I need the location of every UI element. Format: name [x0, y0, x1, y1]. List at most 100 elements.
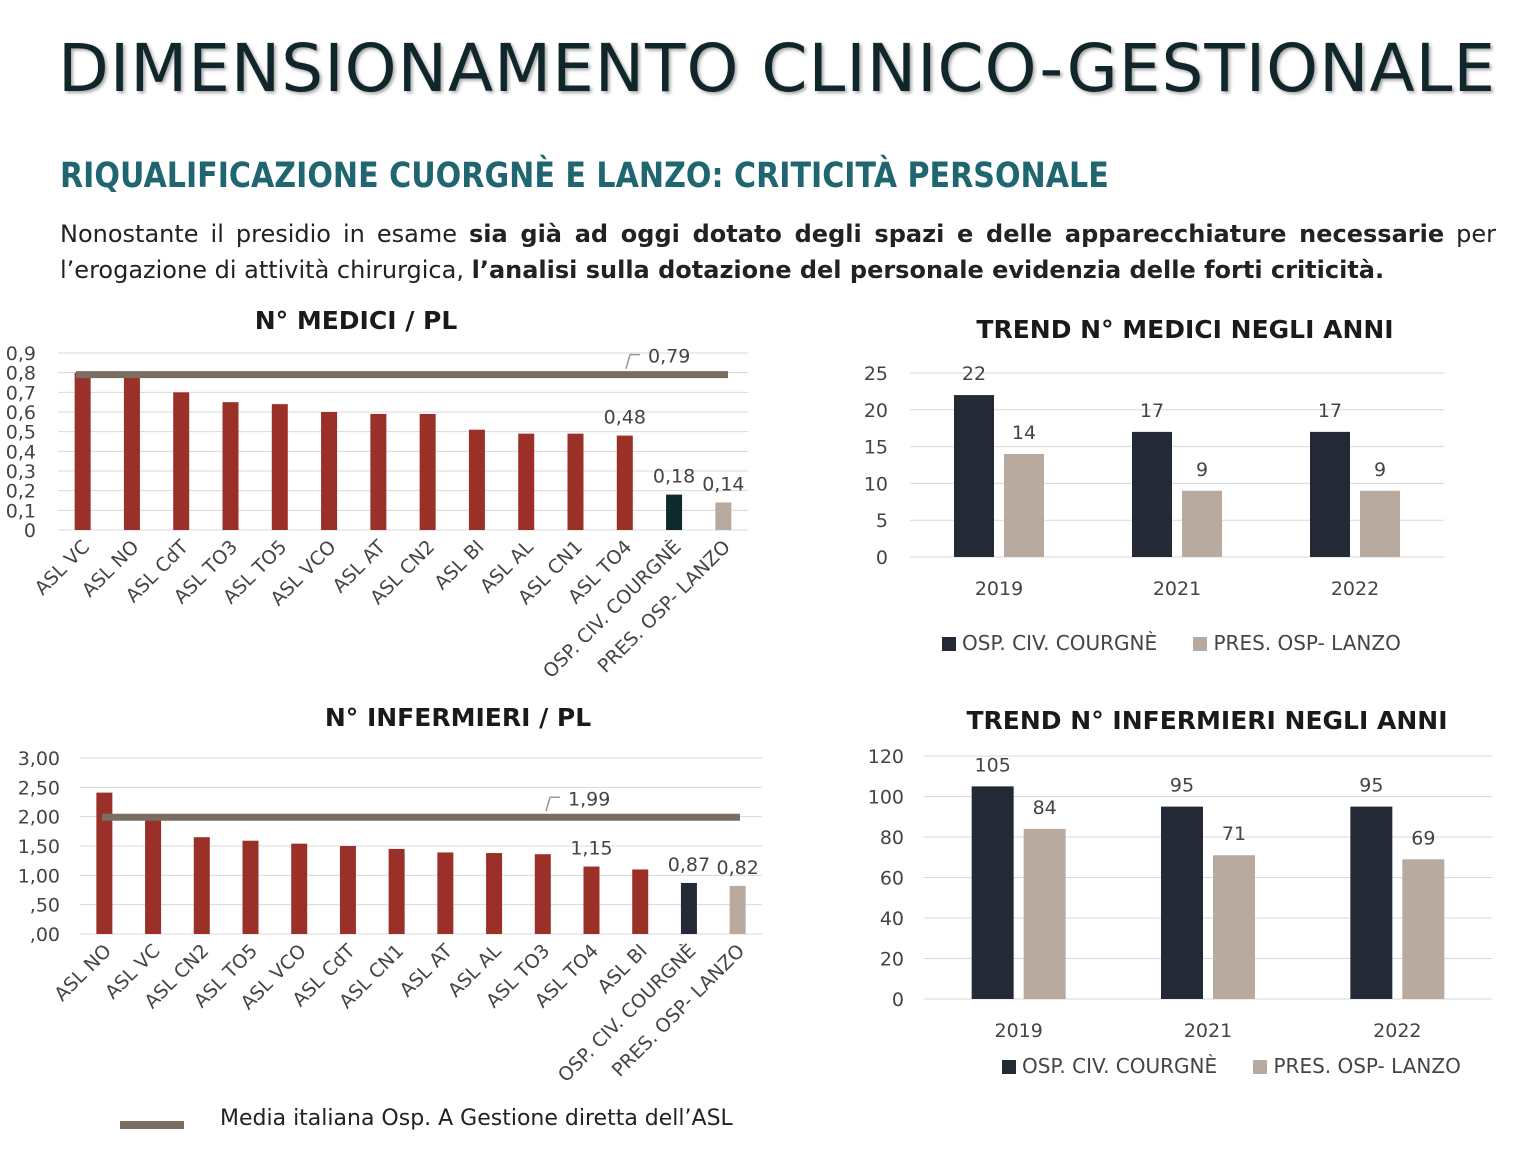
y-tick-label: 0,4 — [6, 441, 36, 463]
bar — [193, 837, 210, 934]
data-label: 17 — [1140, 400, 1164, 422]
intro-text-2: per l’erogazione di attività chirurgica, — [60, 220, 1496, 284]
bar — [370, 413, 387, 530]
y-tick-label: 20 — [864, 400, 888, 422]
legend-item-courgne: OSP. CIV. COURGNÈ — [942, 631, 1157, 655]
y-tick-label: ,00 — [30, 924, 60, 946]
y-tick-label: 3,00 — [18, 748, 60, 770]
y-tick-label: 80 — [880, 827, 904, 849]
data-label: 0,18 — [653, 466, 695, 488]
average-label-leader — [545, 796, 560, 812]
average-label-leader — [625, 353, 640, 369]
chart-title-trend-infermieri: TREND N° INFERMIERI NEGLI ANNI — [966, 706, 1448, 735]
average-legend-label: Media italiana Osp. A Gestione diretta d… — [220, 1106, 733, 1131]
bar — [1350, 806, 1393, 999]
legend-label: OSP. CIV. COURGNÈ — [962, 631, 1158, 655]
y-tick-label: 20 — [880, 949, 904, 971]
average-label: 1,99 — [568, 788, 610, 810]
bar — [632, 869, 649, 934]
y-tick-label: 0,9 — [6, 343, 36, 365]
data-label: 9 — [1196, 459, 1208, 481]
legend-item-courgne: OSP. CIV. COURGNÈ — [1002, 1054, 1217, 1078]
legend-label: PRES. OSP- LANZO — [1273, 1054, 1461, 1078]
y-tick-label: ,50 — [30, 895, 60, 917]
chart-title-medici: N° MEDICI / PL — [254, 306, 458, 335]
y-tick-label: 1,50 — [18, 836, 60, 858]
intro-bold-2: l’analisi sulla dotazione del personale … — [471, 256, 1385, 284]
legend-label: OSP. CIV. COURGNÈ — [1022, 1054, 1218, 1078]
section-subtitle: RIQUALIFICAZIONE CUORGNÈ E LANZO: CRITIC… — [60, 156, 1109, 196]
data-label: 71 — [1222, 823, 1246, 845]
y-tick-label: 0,7 — [6, 382, 36, 404]
bar — [567, 433, 584, 530]
bar — [321, 412, 338, 530]
y-tick-label: 2,00 — [18, 807, 60, 829]
bar — [1310, 431, 1350, 557]
bar — [1132, 431, 1172, 557]
intro-paragraph: Nonostante il presidio in esame sia già … — [60, 216, 1496, 288]
data-label: 95 — [1359, 775, 1383, 797]
data-label: 14 — [1012, 422, 1036, 444]
bar — [1161, 806, 1203, 999]
bar — [271, 404, 288, 530]
average-legend-swatch — [120, 1121, 184, 1129]
data-label: 84 — [1033, 797, 1057, 819]
bar — [1182, 490, 1222, 557]
data-label: 9 — [1374, 459, 1386, 481]
intro-bold-1: sia già ad oggi dotato degli spazi e del… — [468, 220, 1445, 248]
y-tick-label: 0,1 — [6, 500, 36, 522]
bar — [145, 819, 162, 934]
bar — [291, 843, 308, 934]
data-label: 17 — [1318, 400, 1342, 422]
data-label: 0,48 — [604, 407, 646, 429]
data-label: 1,15 — [570, 838, 612, 860]
x-tick-label: 2021 — [1153, 578, 1201, 600]
bar — [242, 840, 259, 934]
chart-title-infermieri: N° INFERMIERI / PL — [324, 703, 592, 732]
bar — [74, 372, 91, 530]
bar — [96, 792, 113, 934]
bar — [388, 848, 405, 934]
bar — [468, 429, 485, 530]
bar — [534, 854, 551, 934]
data-label: 0,82 — [716, 857, 758, 879]
data-label: 105 — [975, 754, 1011, 776]
y-tick-label: 0 — [892, 989, 904, 1011]
data-label: 0,14 — [702, 473, 744, 495]
data-label: 22 — [962, 363, 986, 385]
y-tick-label: 100 — [868, 787, 904, 809]
bar — [339, 846, 356, 934]
bar — [486, 853, 503, 934]
y-tick-label: 2,50 — [18, 777, 60, 799]
bar — [954, 395, 994, 557]
y-tick-label: 25 — [864, 363, 888, 385]
y-tick-label: 0,8 — [6, 363, 36, 385]
y-tick-label: 0 — [24, 520, 36, 542]
bar — [729, 885, 746, 934]
y-tick-label: 5 — [876, 510, 888, 532]
bar — [971, 786, 1014, 999]
bar — [666, 494, 683, 530]
bar — [680, 882, 697, 934]
y-tick-label: 0,6 — [6, 402, 36, 424]
bar — [1004, 453, 1044, 557]
bar — [518, 433, 535, 530]
bar — [1023, 828, 1066, 999]
y-tick-label: 120 — [868, 746, 904, 768]
y-tick-label: 10 — [864, 473, 888, 495]
bar — [1402, 859, 1445, 999]
legend-item-lanzo: PRES. OSP- LANZO — [1253, 1054, 1461, 1078]
legend-item-lanzo: PRES. OSP- LANZO — [1193, 631, 1401, 655]
bar — [583, 866, 600, 934]
bar — [1360, 490, 1400, 557]
y-tick-label: 0,2 — [6, 481, 36, 503]
average-label: 0,79 — [648, 346, 690, 368]
y-tick-label: 40 — [880, 908, 904, 930]
bar — [419, 413, 436, 530]
data-label: 69 — [1411, 827, 1435, 849]
x-tick-label: 2022 — [1373, 1020, 1421, 1042]
bar — [437, 852, 454, 934]
